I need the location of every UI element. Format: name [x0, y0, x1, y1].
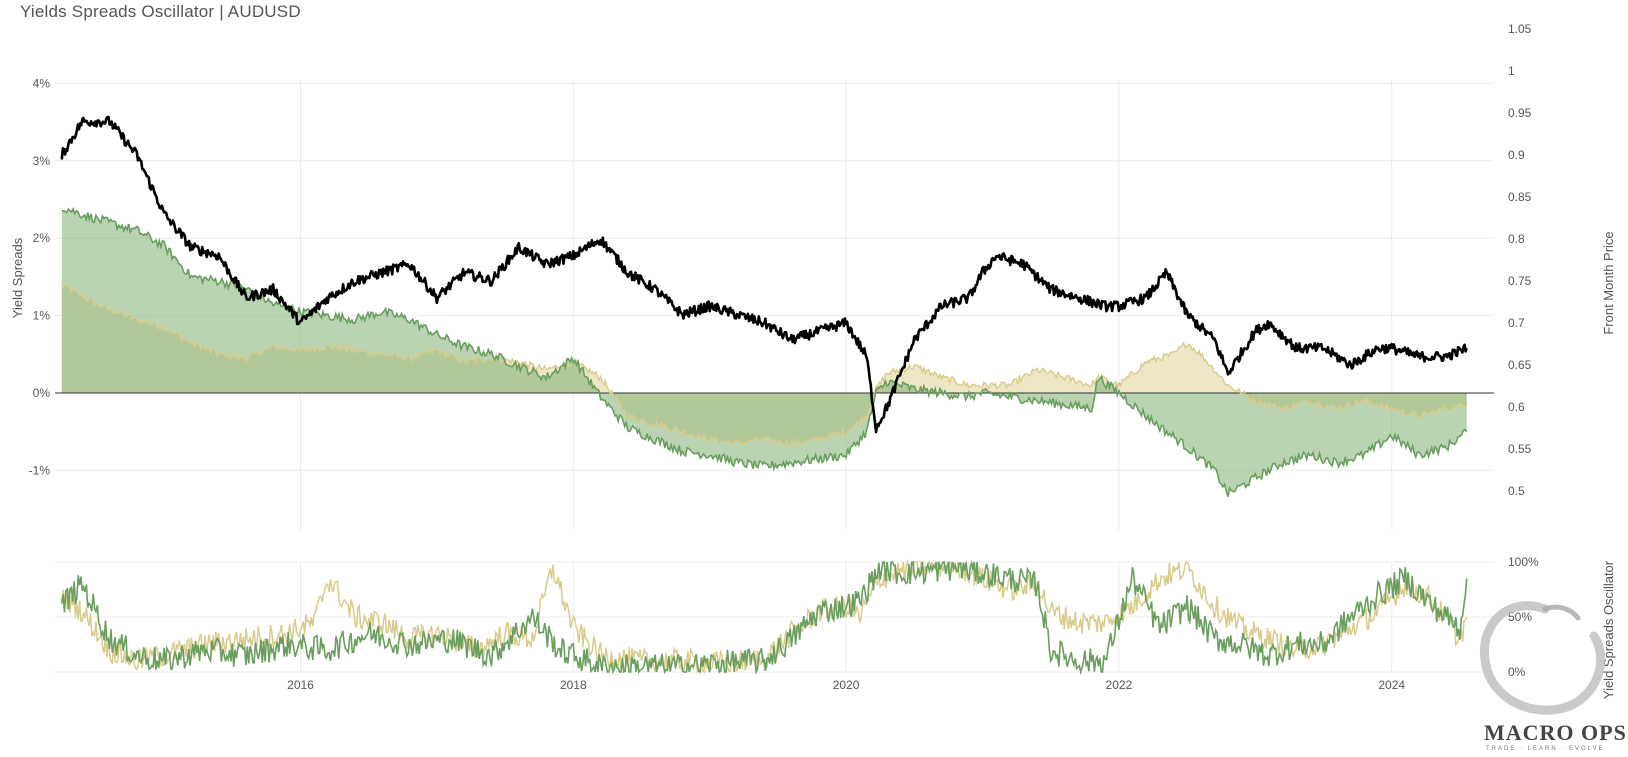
right-axis-tick-label: 1.05 [1508, 22, 1532, 36]
left-axis-tick-label: 0% [33, 386, 51, 400]
left-axis-tick-label: 2% [33, 231, 51, 245]
x-axis-tick-label: 2016 [287, 678, 314, 692]
right-axis-tick-label: 0.6 [1508, 400, 1525, 414]
oscillator-b-line [61, 559, 1468, 675]
x-axis-tick-label: 2020 [833, 678, 860, 692]
chart-title: Yields Spreads Oscillator | AUDUSD [20, 2, 301, 21]
logo-wordmark: MACRO OPS [1484, 720, 1627, 745]
x-axis-tick-label: 2024 [1378, 678, 1405, 692]
oscillator-axis-tick-label: 50% [1508, 610, 1532, 624]
x-axis-tick-label: 2022 [1106, 678, 1133, 692]
tick-layer: -1% 0% 1% 2% 3% 4% 0.5 0.55 0.6 0.65 0.7 0.75 0.8 0.8… [29, 22, 1539, 692]
oscillator-axis-tick-label: 100% [1508, 555, 1539, 569]
logo-tagline: TRADE · LEARN · EVOLVE [1486, 746, 1605, 752]
right-axis-tick-label: 0.7 [1508, 316, 1525, 330]
logo-brush-circle [1479, 601, 1606, 715]
spread-b-line [61, 282, 1468, 448]
right-axis-tick-label: 0.9 [1508, 148, 1525, 162]
right-axis-tick-label: 0.85 [1508, 190, 1532, 204]
right-axis-tick-label: 1 [1508, 64, 1515, 78]
left-axis-tick-label: 1% [33, 309, 51, 323]
left-axis-tick-label: 4% [33, 76, 51, 90]
oscillator-axis-title: Yield Spreads Oscillator [1601, 560, 1616, 699]
left-axis-title: Yield Spreads [10, 237, 25, 318]
fill-layer [61, 208, 1467, 497]
left-axis-tick-label: 3% [33, 154, 51, 168]
macro-ops-logo: MACRO OPS TRADE · LEARN · EVOLVE [1479, 601, 1627, 752]
left-axis-tick-label: -1% [29, 463, 51, 477]
right-axis-tick-label: 0.75 [1508, 274, 1532, 288]
right-axis-tick-label: 0.55 [1508, 442, 1532, 456]
spread-a-area [61, 208, 1467, 497]
grid-layer [55, 80, 1494, 673]
right-axis-tick-label: 0.95 [1508, 106, 1532, 120]
right-axis-tick-label: 0.8 [1508, 232, 1525, 246]
price-line [60, 115, 1468, 434]
right-axis-tick-label: 0.5 [1508, 484, 1525, 498]
line-layer [60, 115, 1468, 676]
oscillator-a-line [61, 560, 1468, 676]
logo-brush-tail [1542, 604, 1581, 621]
oscillator-axis-tick-label: 0% [1508, 665, 1526, 679]
right-axis-title: Front Month Price [1601, 231, 1616, 334]
x-axis-tick-label: 2018 [560, 678, 587, 692]
right-axis-tick-label: 0.65 [1508, 358, 1532, 372]
